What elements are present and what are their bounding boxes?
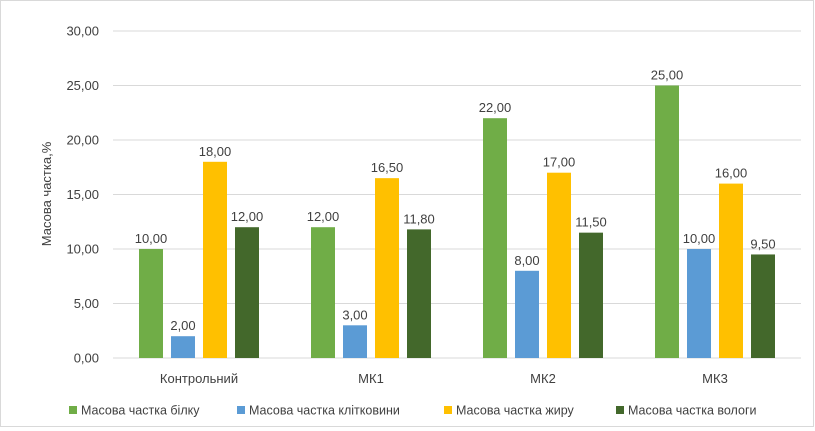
y-tick-label: 0,00: [74, 351, 99, 366]
data-labels: 10,00 2,00 18,00 12,00 12,00 3,00 16,50 11,80 22…: [135, 68, 776, 334]
data-label: 11,80: [403, 211, 435, 226]
bar: [655, 85, 679, 358]
y-tick-label: 10,00: [66, 242, 99, 257]
legend-swatch: [69, 406, 77, 414]
data-label: 16,00: [715, 166, 748, 181]
bar: [547, 172, 571, 358]
x-category-label: МК3: [702, 371, 728, 386]
data-label: 11,50: [575, 215, 607, 230]
legend-label: Масова частка клітковини: [249, 404, 400, 418]
data-label: 12,00: [231, 209, 264, 224]
y-tick-label: 30,00: [66, 24, 99, 39]
bar: [171, 336, 195, 358]
legend-label: Масова частка жиру: [456, 404, 575, 418]
legend-swatch: [616, 406, 624, 414]
legend-swatch: [237, 406, 245, 414]
gridlines: [113, 30, 801, 359]
data-label: 12,00: [307, 209, 340, 224]
bar: [343, 325, 367, 358]
bar: [311, 227, 335, 358]
legend: Масова частка білку Масова частка клітков…: [69, 404, 757, 418]
data-label: 18,00: [199, 144, 232, 159]
data-label: 2,00: [170, 318, 195, 333]
bar: [579, 232, 603, 358]
x-category-label: МК2: [530, 371, 556, 386]
y-tick-label: 15,00: [66, 187, 99, 202]
bar: [687, 249, 711, 358]
bar: [203, 161, 227, 358]
legend-swatch: [444, 406, 452, 414]
x-category-label: МК1: [358, 371, 384, 386]
data-label: 8,00: [514, 253, 539, 268]
legend-label: Масова частка білку: [81, 404, 200, 418]
y-tick-label: 5,00: [74, 296, 99, 311]
data-label: 17,00: [543, 155, 576, 170]
bar: [751, 254, 775, 358]
data-label: 22,00: [479, 100, 512, 115]
bar: [407, 229, 431, 358]
legend-label: Масова частка вологи: [628, 404, 757, 418]
data-label: 25,00: [651, 68, 684, 83]
y-axis-ticks: 0,00 5,00 10,00 15,00 20,00 25,00 30,00: [66, 24, 99, 366]
x-category-label: Контрольний: [160, 371, 238, 386]
data-label: 9,50: [750, 236, 775, 251]
data-label: 16,50: [371, 160, 404, 175]
y-axis-label: Масова частка,%: [39, 141, 54, 246]
y-tick-label: 25,00: [66, 78, 99, 93]
bar: [235, 227, 259, 358]
y-tick-label: 20,00: [66, 133, 99, 148]
data-label: 10,00: [135, 231, 168, 246]
bar: [515, 270, 539, 358]
bar: [483, 118, 507, 358]
bar: [375, 178, 399, 358]
data-label: 10,00: [683, 231, 716, 246]
bar: [719, 183, 743, 358]
bar: [139, 249, 163, 358]
bars: [139, 85, 775, 358]
x-axis-categories: Контрольний МК1 МК2 МК3: [160, 371, 728, 386]
data-label: 3,00: [342, 307, 367, 322]
